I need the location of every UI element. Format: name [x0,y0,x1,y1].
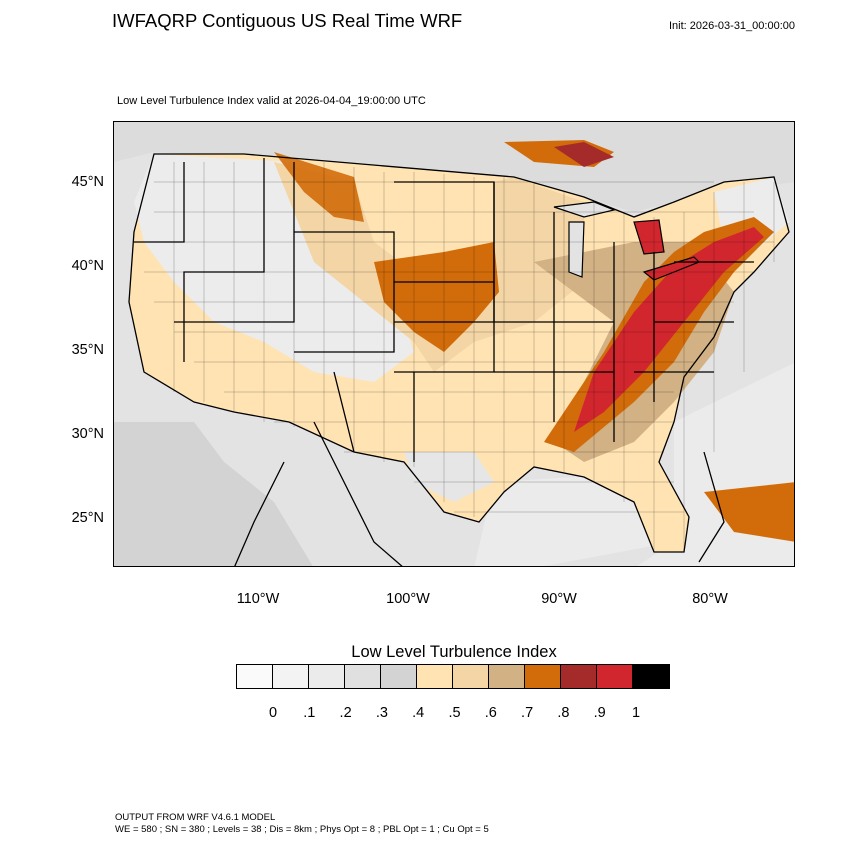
baja-peninsula [234,461,285,566]
latitude-axis: 45°N 40°N 35°N 30°N 25°N [0,0,104,850]
colorbar-tick-label: .4 [412,705,425,721]
lon-label: 90°W [541,591,577,607]
florida-coast [698,451,725,563]
colorbar-tick-label: .7 [521,705,534,721]
colorbar-swatch [453,665,489,688]
lon-label: 100°W [386,591,430,607]
atlantic-high-region [704,482,794,542]
colorbar-tick-label: .3 [375,705,388,721]
colorbar-title: Low Level Turbulence Index [351,643,557,661]
lake-michigan [568,221,585,278]
colorbar-tick-label: .2 [339,705,352,721]
colorbar-tick-label: .9 [593,705,606,721]
map-canvas [114,122,794,566]
baja-coast [313,421,403,566]
colorbar-tick-label: .8 [557,705,570,721]
ohio-valley-max-region [574,227,764,432]
canada-region [114,122,794,212]
colorbar-swatch [597,665,633,688]
colorbar-tick-label: .6 [484,705,497,721]
colorbar-swatch [309,665,345,688]
colorbar-tick-label: 1 [631,705,641,721]
canada-max-region [554,142,614,167]
lake-huron [633,219,665,255]
main-title: IWFAQRP Contiguous US Real Time WRF [112,10,463,31]
lat-label: 35°N [71,342,104,358]
colorbar-swatch [417,665,453,688]
lon-label: 80°W [692,591,728,607]
colorbar-swatch [561,665,597,688]
init-time-label: Init: 2026-03-31_00:00:00 [669,20,795,32]
model-info-line: OUTPUT FROM WRF V4.6.1 MODEL [115,812,276,823]
lake-superior [553,201,616,218]
colorbar [236,664,670,689]
turbulence-map [113,121,795,567]
model-config-line: WE = 580 ; SN = 380 ; Levels = 38 ; Dis … [115,824,489,835]
colorbar-swatch [273,665,309,688]
lat-label: 25°N [71,510,104,526]
central-plains-high-region [374,242,499,352]
pacific-region [114,422,313,566]
valid-time-label: Low Level Turbulence Index valid at 2026… [117,95,426,107]
lat-label: 45°N [71,174,104,190]
colorbar-tick-label: 0 [268,705,278,721]
colorbar-tick-label: .5 [448,705,461,721]
colorbar-swatch [381,665,417,688]
lon-label: 110°W [236,591,280,607]
lat-label: 40°N [71,258,104,274]
colorbar-swatch [345,665,381,688]
colorbar-swatch [633,665,669,688]
colorbar-swatch [525,665,561,688]
colorbar-swatch [489,665,525,688]
lat-label: 30°N [71,426,104,442]
southern-low-region [404,452,494,502]
montana-high-region [274,152,364,222]
colorbar-swatch [237,665,273,688]
colorbar-tick-label: .1 [303,705,316,721]
state-borders [128,153,790,553]
